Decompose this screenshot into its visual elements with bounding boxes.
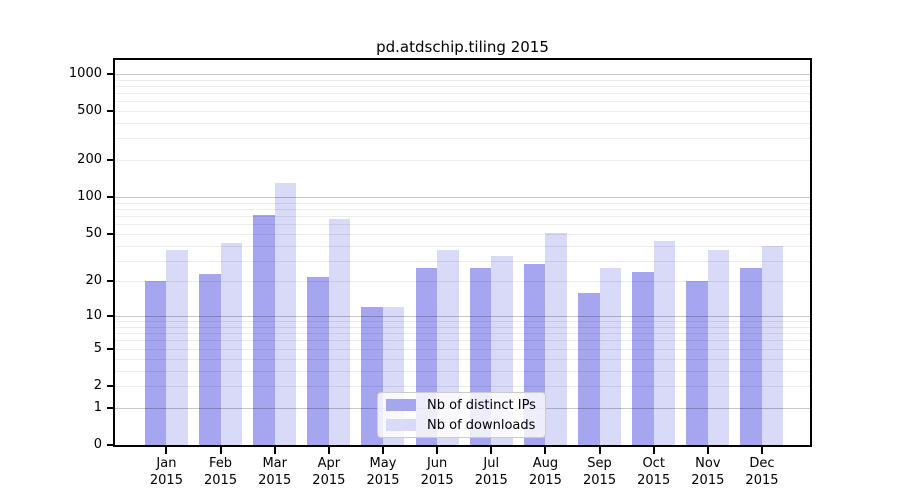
- y-tick-label-2: 2: [93, 377, 102, 393]
- legend-swatch-distinct-ips: [386, 399, 416, 411]
- x-tick-label-apr: Apr 2015: [312, 456, 346, 488]
- legend-label-distinct-ips: Nb of distinct IPs: [427, 397, 536, 413]
- legend-row-distinct-ips: Nb of distinct IPs: [378, 397, 545, 414]
- x-tick-dec: [760, 447, 763, 454]
- chart-title: pd.atdschip.tiling 2015: [376, 38, 549, 56]
- y-tick-label-20: 20: [85, 273, 102, 289]
- x-tick-label-sep: Sep 2015: [583, 456, 617, 488]
- x-tick-label-nov: Nov 2015: [691, 456, 725, 488]
- y-tick-label-1: 1: [93, 399, 102, 415]
- x-tick-jan: [165, 447, 168, 454]
- y-tick-label-100: 100: [77, 189, 102, 205]
- x-tick-apr: [327, 447, 330, 454]
- y-tick-label-10: 10: [85, 308, 102, 324]
- x-tick-may: [381, 447, 384, 454]
- x-tick-label-may: May 2015: [366, 456, 400, 488]
- x-tick-label-jun: Jun 2015: [420, 456, 454, 488]
- legend-label-downloads: Nb of downloads: [427, 417, 536, 433]
- x-tick-aug: [544, 447, 547, 454]
- y-tick-label-50: 50: [85, 225, 102, 241]
- x-tick-label-aug: Aug 2015: [528, 456, 562, 488]
- y-tick-label-0: 0: [93, 437, 102, 452]
- y-tick-label-5: 5: [93, 340, 102, 356]
- x-tick-label-mar: Mar 2015: [258, 456, 292, 488]
- x-tick-sep: [598, 447, 601, 454]
- x-tick-oct: [652, 447, 655, 454]
- legend-swatch-downloads: [386, 419, 416, 431]
- x-tick-label-dec: Dec 2015: [745, 456, 779, 488]
- x-tick-jun: [436, 447, 439, 454]
- legend: Nb of distinct IPs Nb of downloads: [377, 392, 546, 438]
- y-tick-label-200: 200: [77, 152, 102, 168]
- x-tick-nov: [706, 447, 709, 454]
- x-tick-feb: [219, 447, 222, 454]
- x-tick-mar: [273, 447, 276, 454]
- plot-frame: [113, 58, 812, 447]
- y-tick-label-1000: 1000: [68, 65, 102, 81]
- x-tick-jul: [490, 447, 493, 454]
- x-tick-label-oct: Oct 2015: [637, 456, 671, 488]
- y-tick-label-500: 500: [77, 103, 102, 119]
- x-tick-label-jan: Jan 2015: [149, 456, 183, 488]
- x-tick-label-jul: Jul 2015: [474, 456, 508, 488]
- x-tick-label-feb: Feb 2015: [204, 456, 238, 488]
- legend-row-downloads: Nb of downloads: [378, 417, 545, 434]
